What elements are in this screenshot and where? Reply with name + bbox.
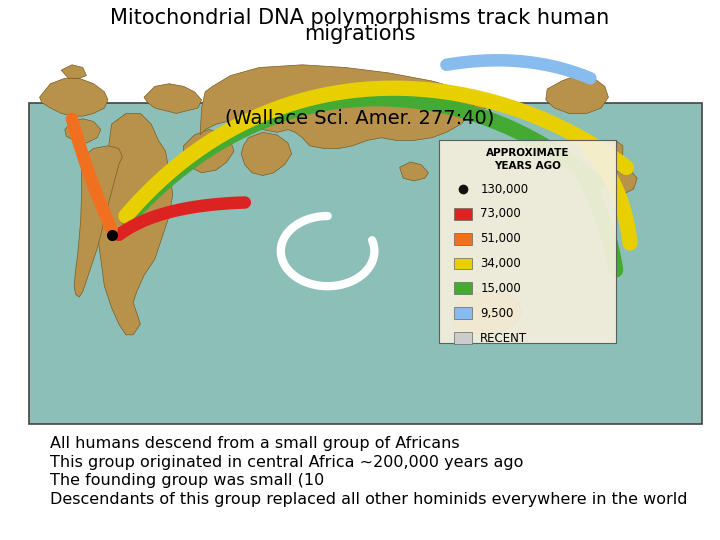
Polygon shape — [65, 119, 101, 143]
Polygon shape — [61, 65, 86, 78]
Text: 130,000: 130,000 — [480, 183, 528, 195]
Text: Mitochondrial DNA polymorphisms track human: Mitochondrial DNA polymorphisms track hu… — [110, 8, 610, 28]
Bar — [454, 258, 472, 269]
Bar — [454, 208, 472, 220]
Text: 15,000: 15,000 — [480, 282, 521, 295]
Polygon shape — [200, 65, 475, 148]
Bar — [454, 332, 472, 344]
Text: 9,500: 9,500 — [480, 307, 513, 320]
Text: The founding group was small (10: The founding group was small (10 — [50, 473, 325, 488]
Bar — [454, 282, 472, 294]
Text: 73,000: 73,000 — [480, 207, 521, 220]
Polygon shape — [40, 78, 108, 116]
Text: 34,000: 34,000 — [480, 257, 521, 270]
Polygon shape — [74, 146, 122, 297]
Text: migrations: migrations — [305, 24, 415, 44]
Polygon shape — [546, 76, 608, 113]
Text: (Wallace Sci. Amer. 277:40): (Wallace Sci. Amer. 277:40) — [225, 108, 495, 127]
Bar — [29, 103, 702, 424]
Bar — [454, 233, 472, 245]
Text: This group originated in central Africa ~200,000 years ago: This group originated in central Africa … — [50, 455, 523, 470]
Text: APPROXIMATE
YEARS AGO: APPROXIMATE YEARS AGO — [486, 148, 569, 171]
Polygon shape — [241, 132, 292, 176]
Text: All humans descend from a small group of Africans: All humans descend from a small group of… — [50, 436, 460, 451]
Polygon shape — [589, 140, 623, 165]
Text: Descendants of this group replaced all other hominids everywhere in the world: Descendants of this group replaced all o… — [50, 492, 688, 508]
FancyBboxPatch shape — [439, 140, 616, 343]
Polygon shape — [144, 84, 202, 113]
Polygon shape — [452, 292, 522, 335]
Bar — [454, 307, 472, 319]
Polygon shape — [184, 130, 234, 173]
Text: RECENT: RECENT — [480, 332, 527, 345]
Polygon shape — [472, 94, 490, 111]
Polygon shape — [400, 162, 428, 181]
Polygon shape — [97, 113, 173, 335]
Text: 51,000: 51,000 — [480, 232, 521, 245]
Polygon shape — [605, 170, 637, 194]
